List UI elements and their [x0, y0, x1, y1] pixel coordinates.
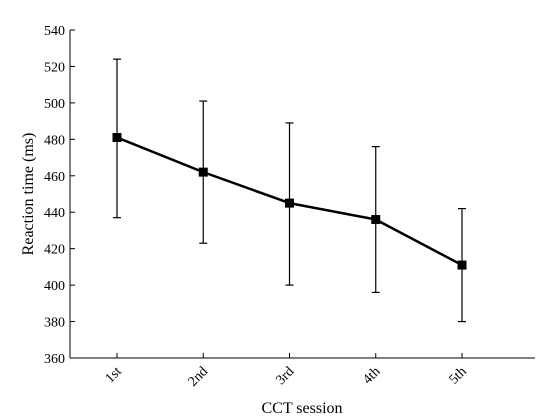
y-tick-label-440: 440	[44, 206, 65, 221]
y-tick-label-460: 460	[44, 170, 65, 185]
y-tick-label-400: 400	[44, 279, 65, 294]
error-bars	[113, 58, 466, 323]
data-point-1st	[112, 133, 122, 143]
data-point-3rd	[285, 198, 294, 208]
x-tick-label-1st: 1st	[103, 364, 125, 386]
x-tick-label-2nd: 2nd	[186, 364, 211, 389]
y-tick-label-500: 500	[44, 97, 65, 112]
y-tick-label-380: 380	[44, 316, 65, 331]
x-tick-label-5th: 5th	[447, 364, 470, 387]
y-tick-label-480: 480	[44, 133, 65, 148]
data-series	[112, 133, 467, 270]
x-axis-label: CCT session	[261, 400, 342, 417]
tick-labels: 360 380 400 420 440 460 480 500 520 540 1st 2nd 3rd 4…	[44, 24, 470, 390]
y-axis-label: Reaction time (ms)	[20, 133, 37, 256]
y-tick-label-420: 420	[44, 243, 65, 258]
data-point-5th	[457, 260, 467, 270]
y-tick-label-540: 540	[44, 24, 65, 39]
x-tick-label-4th: 4th	[360, 364, 383, 387]
data-point-2nd	[198, 167, 208, 177]
data-point-4th	[371, 215, 381, 225]
x-tick-label-3rd: 3rd	[274, 364, 298, 388]
y-tick-label-360: 360	[44, 352, 65, 367]
axes	[69, 30, 535, 359]
tick-marks	[70, 29, 463, 359]
y-tick-label-520: 520	[44, 60, 65, 75]
